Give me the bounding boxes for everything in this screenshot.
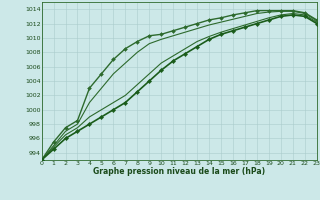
X-axis label: Graphe pression niveau de la mer (hPa): Graphe pression niveau de la mer (hPa): [93, 167, 265, 176]
